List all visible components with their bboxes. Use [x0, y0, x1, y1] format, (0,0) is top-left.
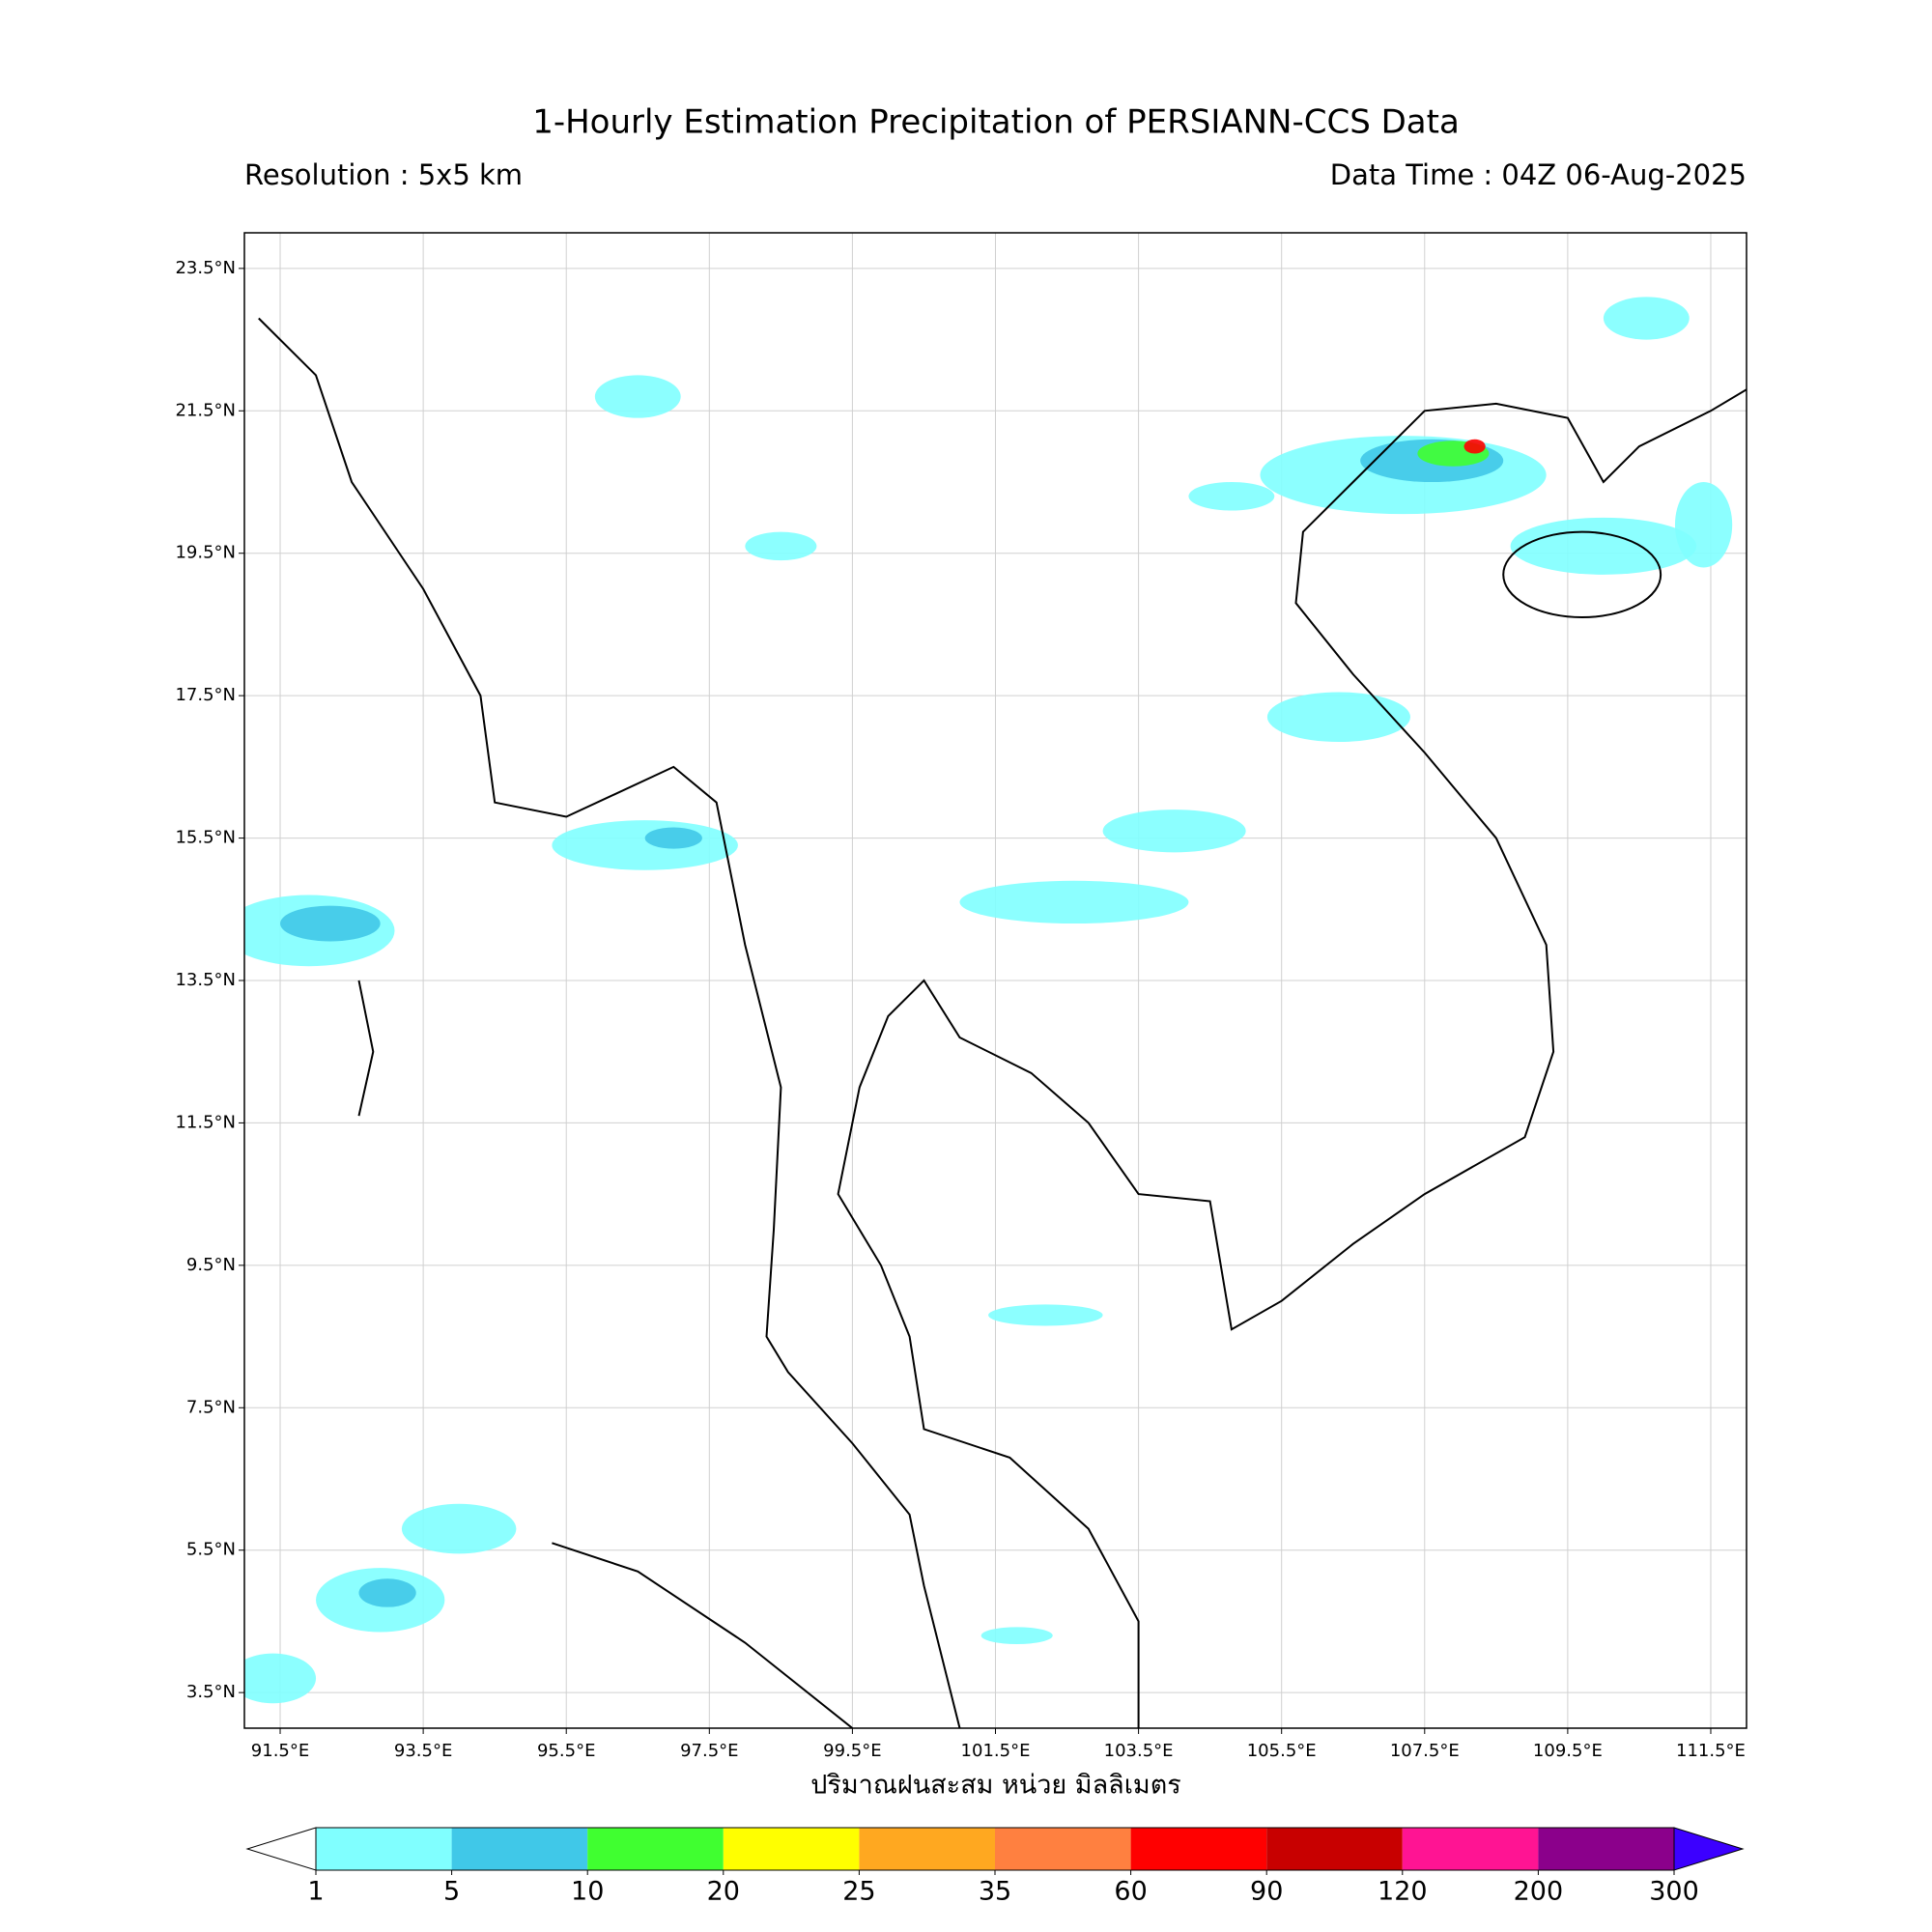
x-tick-label: 93.5°E: [394, 1741, 452, 1761]
y-tick-label: 13.5°N: [175, 970, 236, 990]
colorbar-label: 1: [307, 1877, 324, 1907]
x-tick-label: 105.5°E: [1247, 1741, 1317, 1761]
y-tick-label: 15.5°N: [175, 828, 236, 848]
map-frame: [243, 232, 1747, 1729]
coastline: [1502, 530, 1662, 619]
rain-patch: [552, 820, 738, 870]
colorbar-segment: [1538, 1828, 1674, 1870]
rain-patch: [980, 1627, 1053, 1645]
y-tick-label: 7.5°N: [186, 1397, 236, 1417]
y-tick-label: 11.5°N: [175, 1112, 236, 1132]
rain-patch: [959, 880, 1189, 924]
x-tick-label: 107.5°E: [1390, 1741, 1460, 1761]
rain-patch: [594, 375, 681, 418]
rain-patch: [358, 1578, 416, 1607]
rain-patch: [1510, 517, 1697, 575]
colorbar-label: 60: [1114, 1877, 1147, 1907]
y-tick-label: 17.5°N: [175, 685, 236, 705]
subtitle-left: Resolution : 5x5 km: [244, 158, 523, 191]
colorbar-segment: [1266, 1828, 1403, 1870]
colorbar-segment: [451, 1828, 588, 1870]
rain-patch: [1188, 482, 1275, 511]
rain-patch: [280, 905, 381, 942]
rain-patch: [1266, 692, 1410, 743]
x-tick-label: 111.5°E: [1676, 1741, 1746, 1761]
colorbar-segment: [316, 1828, 452, 1870]
x-tick-label: 103.5°E: [1104, 1741, 1174, 1761]
rain-patch: [1674, 482, 1733, 568]
x-axis-label: ปริมาณฝนสะสม หน่วย มิลลิเมตร: [810, 1771, 1181, 1801]
rain-patch: [1463, 439, 1486, 454]
colorbar-segment: [1402, 1828, 1539, 1870]
rain-patch: [244, 1653, 317, 1704]
colorbar-segment: [995, 1828, 1131, 1870]
y-tick-label: 5.5°N: [186, 1540, 236, 1560]
coastline: [837, 388, 1747, 1728]
colorbar-label: 5: [443, 1877, 460, 1907]
colorbar-segment: [587, 1828, 724, 1870]
rain-patch: [745, 531, 817, 561]
x-tick-label: 101.5°E: [961, 1741, 1031, 1761]
coastline: [357, 980, 375, 1117]
map-layer: [244, 233, 1747, 1728]
subtitle-right: Data Time : 04Z 06-Aug-2025: [1330, 158, 1747, 191]
y-tick-label: 3.5°N: [186, 1682, 236, 1702]
colorbar-label: 20: [707, 1877, 740, 1907]
colorbar-label: 120: [1378, 1877, 1428, 1907]
coastline: [258, 317, 961, 1728]
colorbar-label: 25: [842, 1877, 875, 1907]
colorbar-extend-high: [1673, 1827, 1745, 1871]
colorbar-label: 35: [979, 1877, 1011, 1907]
x-tick-label: 99.5°E: [823, 1741, 881, 1761]
colorbar-extend-low: [245, 1827, 317, 1871]
x-tick-label: 109.5°E: [1533, 1741, 1603, 1761]
rain-patch: [988, 1304, 1103, 1326]
colorbar-segment: [723, 1828, 860, 1870]
title: 1-Hourly Estimation Precipitation of PER…: [532, 103, 1460, 142]
x-tick-label: 95.5°E: [537, 1741, 595, 1761]
rain-patch: [401, 1503, 517, 1554]
y-tick-label: 19.5°N: [175, 543, 236, 563]
coastline: [552, 1542, 854, 1728]
colorbar-label: 200: [1514, 1877, 1564, 1907]
y-tick-label: 23.5°N: [175, 258, 236, 278]
colorbar-label: 90: [1250, 1877, 1283, 1907]
colorbar-label: 10: [571, 1877, 604, 1907]
rain-patch: [1102, 810, 1246, 853]
rain-patch: [1603, 297, 1690, 340]
x-tick-label: 91.5°E: [251, 1741, 309, 1761]
colorbar-label: 300: [1649, 1877, 1699, 1907]
y-tick-label: 21.5°N: [175, 400, 236, 420]
rain-patch: [644, 827, 702, 849]
x-tick-label: 97.5°E: [680, 1741, 738, 1761]
colorbar-segment: [859, 1828, 995, 1870]
y-tick-label: 9.5°N: [186, 1255, 236, 1275]
colorbar-segment: [1130, 1828, 1267, 1870]
